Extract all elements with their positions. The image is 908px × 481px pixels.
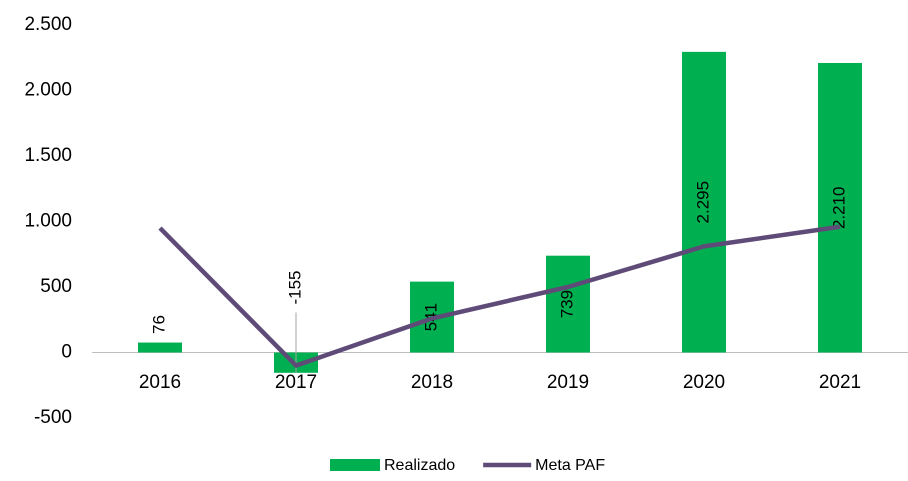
x-tick-label: 2016 [139,372,181,393]
x-tick-label: 2018 [411,372,453,393]
y-tick-label: -500 [34,407,72,428]
bar [546,255,590,353]
y-tick-label: 1.500 [24,145,72,166]
legend-swatch [330,459,380,471]
data-label: 739 [557,290,576,318]
x-tick-label: 2017 [275,372,317,393]
legend-label: Meta PAF [535,457,605,474]
bar [138,342,182,353]
x-tick-label: 2020 [683,372,725,393]
y-tick-label: 500 [40,276,72,297]
y-tick-label: 0 [61,342,72,363]
data-label: 2.210 [829,186,848,229]
bar [682,51,726,353]
y-tick-label: 2.000 [24,80,72,101]
x-tick-label: 2021 [819,372,861,393]
data-label: -155 [285,270,304,304]
data-label: 2.295 [693,181,712,224]
y-tick-label: 2.500 [24,14,72,35]
y-tick-label: 1.000 [24,211,72,232]
data-label: 76 [149,315,168,334]
bar [818,62,862,353]
legend-label: Realizado [384,457,455,474]
line [158,224,841,368]
x-tick-label: 2019 [547,372,589,393]
